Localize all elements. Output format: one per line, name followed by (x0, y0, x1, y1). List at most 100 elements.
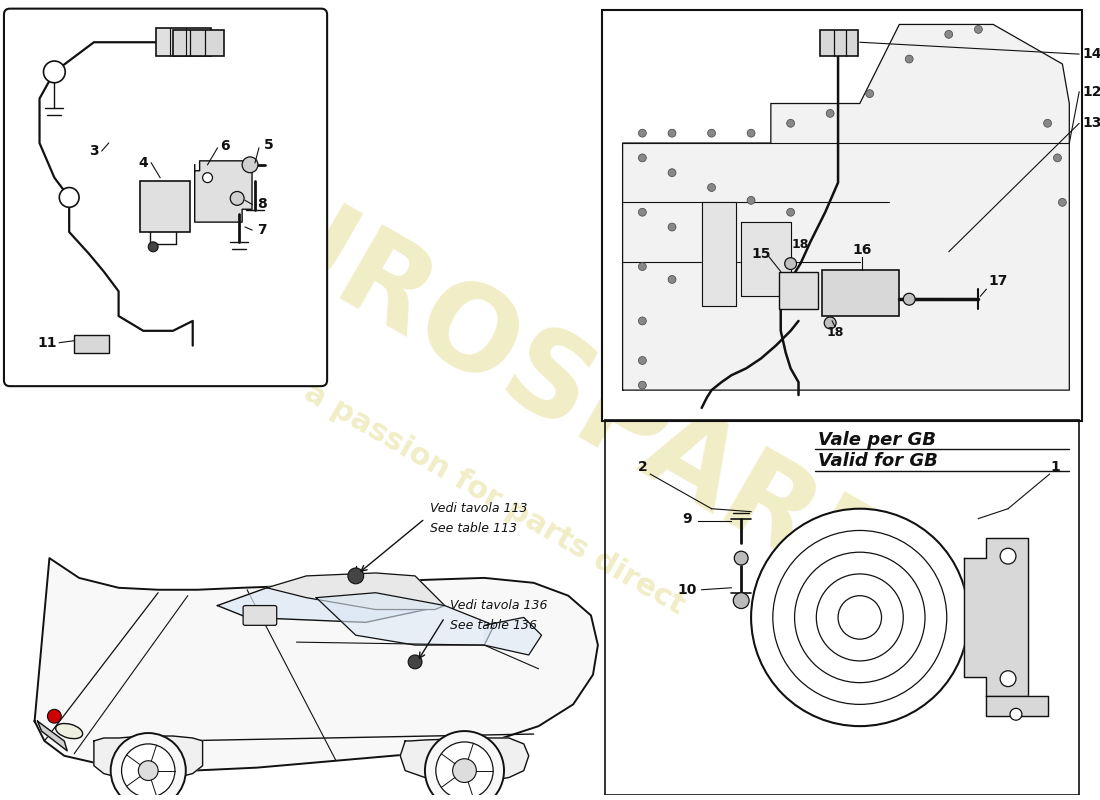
Text: 6: 6 (220, 139, 230, 153)
Circle shape (47, 710, 62, 723)
Circle shape (824, 317, 836, 329)
Text: 9: 9 (682, 511, 692, 526)
Text: 13: 13 (1082, 116, 1100, 130)
Polygon shape (964, 538, 1027, 697)
Text: 16: 16 (852, 242, 871, 257)
Text: Vedi tavola 136: Vedi tavola 136 (450, 599, 547, 612)
Circle shape (734, 593, 749, 609)
Circle shape (44, 61, 65, 82)
Polygon shape (34, 558, 598, 770)
Circle shape (786, 119, 794, 127)
Text: 18: 18 (826, 326, 844, 339)
Circle shape (784, 258, 796, 270)
Circle shape (905, 55, 913, 63)
Bar (74, 334, 109, 353)
FancyBboxPatch shape (4, 9, 327, 386)
Text: 18: 18 (792, 238, 810, 251)
Circle shape (425, 731, 504, 800)
Circle shape (747, 253, 755, 261)
Circle shape (452, 758, 476, 782)
Text: 7: 7 (257, 223, 266, 237)
Bar (156, 29, 210, 56)
Bar (173, 30, 224, 56)
Circle shape (747, 130, 755, 137)
Text: EUROSPARE: EUROSPARE (163, 133, 905, 628)
Circle shape (1010, 708, 1022, 720)
Circle shape (230, 191, 244, 206)
Circle shape (903, 294, 915, 305)
Polygon shape (741, 222, 791, 296)
Text: 12: 12 (1082, 85, 1100, 98)
Text: 2: 2 (638, 460, 647, 474)
Text: 17: 17 (988, 274, 1008, 289)
Circle shape (638, 208, 647, 216)
Circle shape (707, 183, 715, 191)
Bar (822, 270, 900, 316)
Polygon shape (702, 202, 736, 306)
Circle shape (1000, 670, 1016, 686)
Text: Vale per GB: Vale per GB (818, 430, 936, 449)
Circle shape (747, 197, 755, 204)
Circle shape (638, 357, 647, 365)
Circle shape (348, 568, 364, 584)
Polygon shape (987, 697, 1047, 716)
Circle shape (707, 287, 715, 295)
Circle shape (668, 169, 676, 177)
Circle shape (751, 509, 968, 726)
Circle shape (707, 238, 715, 246)
Polygon shape (37, 721, 67, 751)
Text: 14: 14 (1082, 47, 1100, 61)
Text: 8: 8 (257, 198, 267, 211)
FancyBboxPatch shape (243, 606, 277, 626)
Text: 11: 11 (37, 336, 57, 350)
Polygon shape (267, 573, 444, 610)
Circle shape (232, 194, 242, 204)
Text: a passion for parts direct: a passion for parts direct (299, 378, 690, 620)
Text: 3: 3 (89, 144, 99, 158)
Polygon shape (195, 161, 252, 222)
Text: Valid for GB: Valid for GB (818, 452, 938, 470)
Circle shape (638, 317, 647, 325)
Text: 4: 4 (139, 156, 148, 170)
Polygon shape (94, 736, 202, 781)
Circle shape (1054, 154, 1062, 162)
Circle shape (707, 130, 715, 137)
Circle shape (1058, 198, 1066, 206)
Polygon shape (316, 593, 494, 645)
Circle shape (242, 157, 257, 173)
FancyBboxPatch shape (602, 10, 1082, 421)
Circle shape (436, 742, 493, 799)
Circle shape (1000, 548, 1016, 564)
Circle shape (945, 30, 953, 38)
Bar (779, 271, 818, 309)
Text: Vedi tavola 113: Vedi tavola 113 (430, 502, 527, 515)
Circle shape (668, 130, 676, 137)
Circle shape (638, 154, 647, 162)
Circle shape (148, 242, 158, 252)
Circle shape (668, 223, 676, 231)
Circle shape (139, 761, 158, 781)
Polygon shape (400, 738, 529, 782)
Circle shape (786, 208, 794, 216)
Circle shape (638, 382, 647, 389)
Bar (141, 181, 189, 232)
Text: 10: 10 (678, 582, 696, 597)
Circle shape (668, 275, 676, 283)
Polygon shape (218, 586, 444, 622)
Circle shape (111, 733, 186, 800)
Circle shape (735, 551, 748, 565)
Text: 15: 15 (751, 246, 771, 261)
Ellipse shape (56, 723, 82, 738)
Circle shape (408, 655, 422, 669)
Polygon shape (623, 25, 1069, 390)
Text: See table 113: See table 113 (430, 522, 517, 535)
Circle shape (202, 173, 212, 182)
Circle shape (1044, 119, 1052, 127)
Bar (821, 30, 858, 56)
Circle shape (59, 187, 79, 207)
Circle shape (975, 26, 982, 34)
Circle shape (122, 744, 175, 798)
Circle shape (866, 90, 873, 98)
Circle shape (638, 130, 647, 137)
Text: 1: 1 (1050, 460, 1060, 474)
